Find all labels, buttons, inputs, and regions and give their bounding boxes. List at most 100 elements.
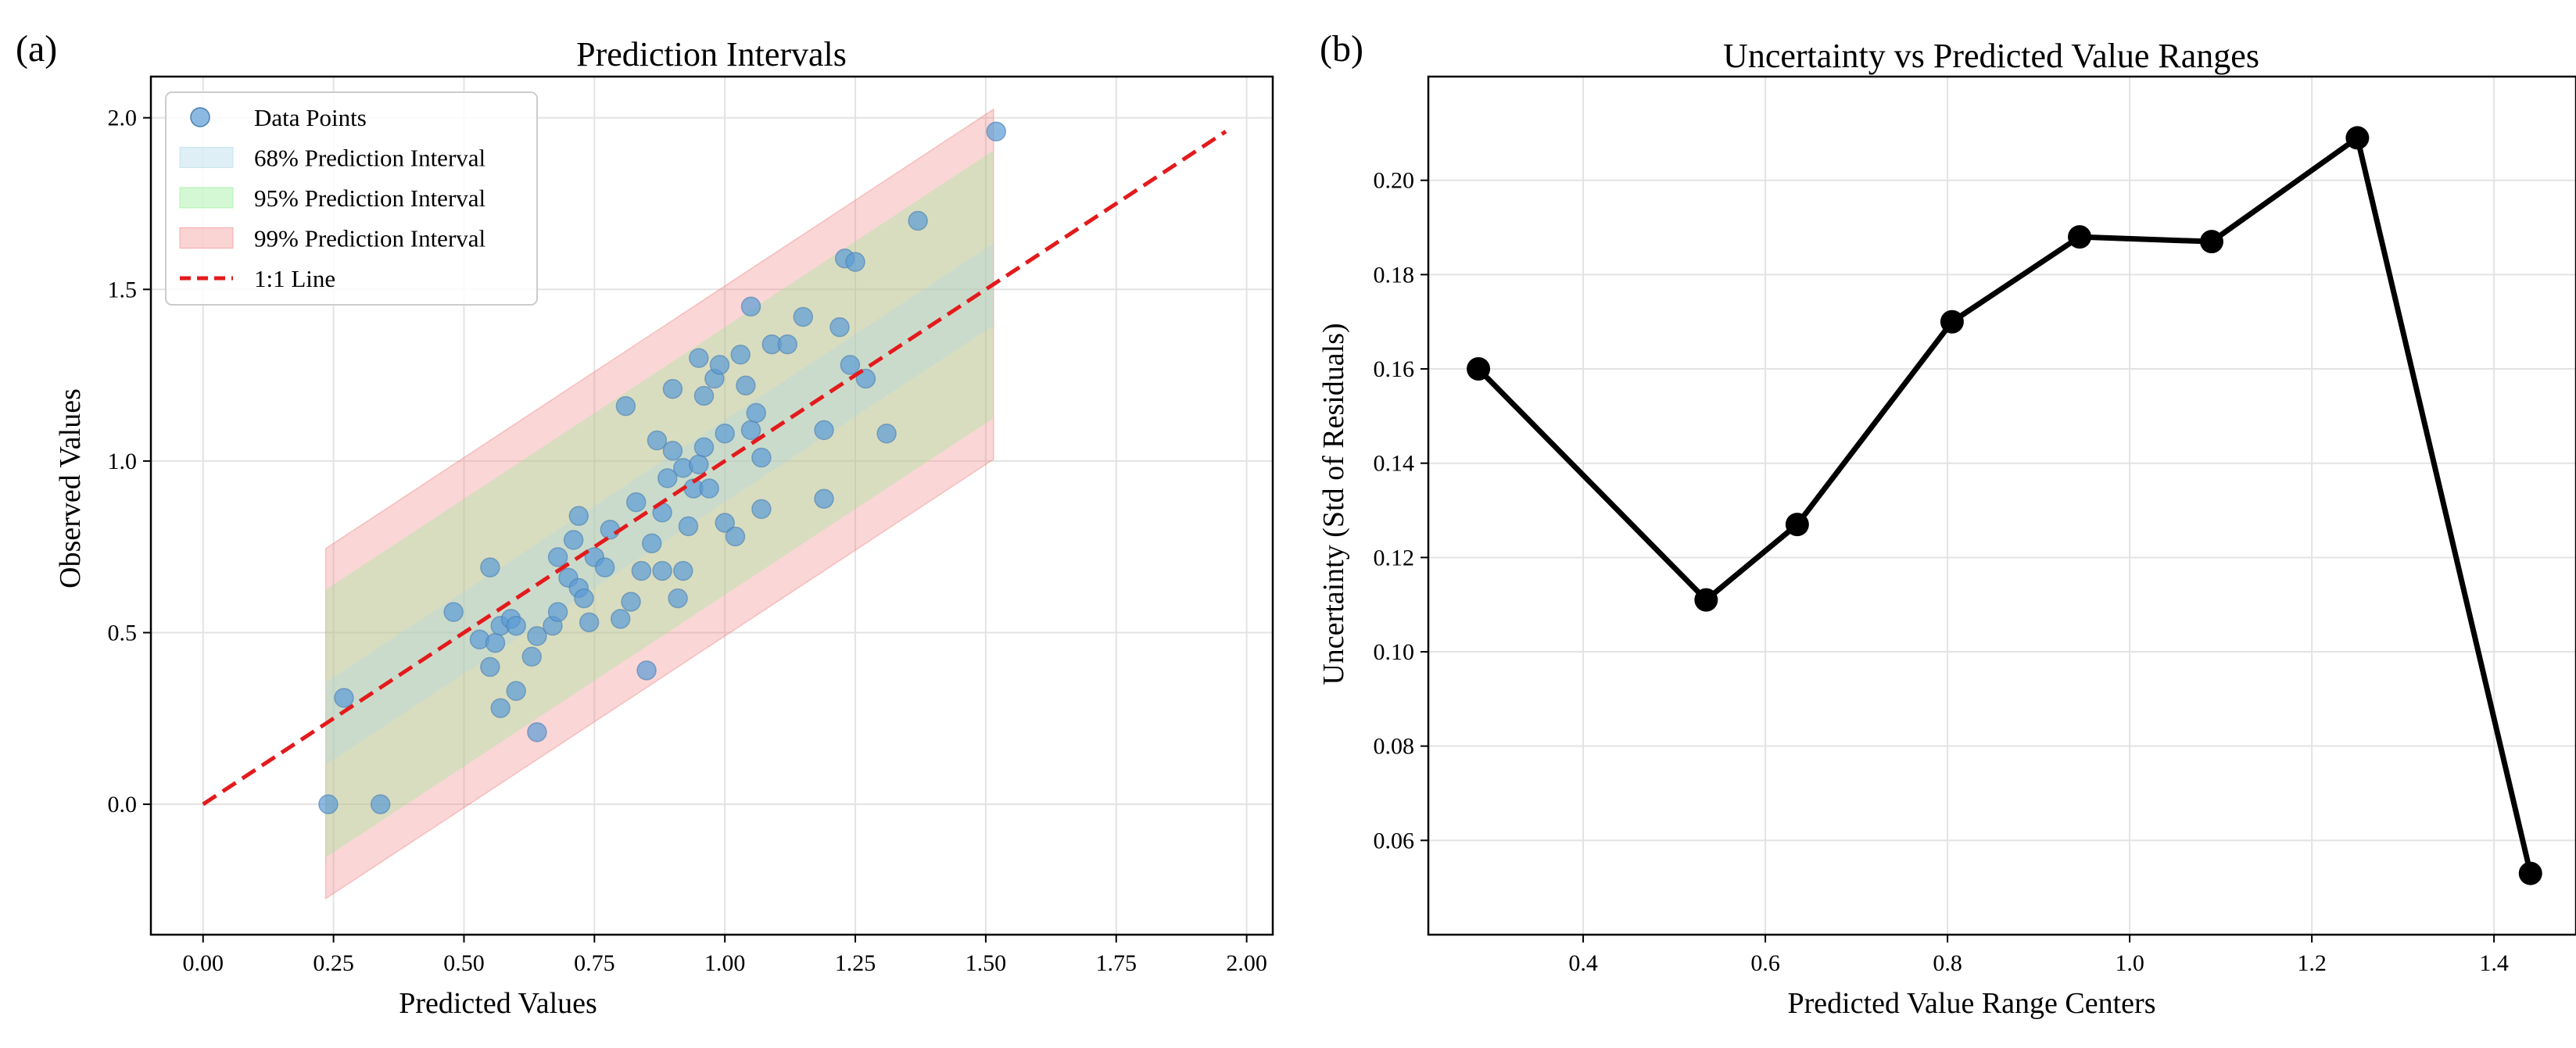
data-point [746, 402, 766, 424]
data-point [480, 656, 500, 678]
data-point [610, 609, 631, 629]
x-tick-label: 1.4 [2479, 950, 2509, 976]
data-points [318, 121, 1007, 814]
y-tick-label: 0.5 [108, 621, 138, 646]
data-point [736, 375, 756, 396]
y-tick-label: 2.0 [108, 106, 138, 131]
data-point [615, 395, 636, 417]
x-tick-label: 0.75 [574, 950, 615, 976]
data-point [652, 560, 672, 581]
data-point [443, 602, 464, 622]
uncertainty-point [2068, 225, 2092, 249]
data-point [574, 588, 594, 609]
y-ticks-b: 0.06 0.08 0.10 0.12 0.14 0.16 0.18 0.20 [1374, 168, 1428, 853]
data-point [689, 348, 709, 368]
data-point [625, 492, 647, 513]
legend-box [165, 91, 538, 306]
y-tick-label: 0.20 [1374, 168, 1415, 194]
data-point [506, 615, 526, 636]
data-point [829, 317, 850, 338]
y-tick-label: 0.10 [1374, 639, 1415, 665]
x-tick-label: 1.25 [835, 950, 876, 976]
x-ticks-a: 0.00 0.25 0.50 0.75 1.00 1.25 1.50 1.75 2.00 [182, 935, 1267, 976]
x-ticks-b: 0.4 0.6 0.8 1.0 1.2 1.4 [1568, 935, 2509, 976]
legend-label: 95% Prediction Interval [254, 184, 485, 212]
data-point [621, 592, 641, 612]
data-point [693, 385, 715, 406]
data-point [730, 345, 751, 365]
data-point [527, 722, 547, 742]
y-tick-label: 0.0 [108, 792, 138, 817]
legend-label: Data Points [254, 104, 367, 131]
data-point [334, 688, 354, 708]
y-axis-label-a: Observed Values [54, 388, 87, 588]
legend-label: 1:1 Line [254, 265, 335, 292]
one-to-one-line [202, 130, 1227, 807]
x-tick-label: 0.50 [443, 950, 485, 976]
data-point [480, 557, 500, 578]
chart-title-a: Prediction Intervals [576, 35, 847, 73]
grid-b [1428, 77, 2576, 935]
data-point [521, 646, 542, 667]
panel-label-a: (a) [16, 28, 57, 70]
one-to-one-line-group [202, 130, 1227, 807]
x-tick-label: 2.00 [1226, 950, 1267, 976]
grid-a [151, 77, 1273, 935]
uncertainty-point [1467, 357, 1491, 381]
data-point [370, 794, 391, 814]
data-point [579, 612, 600, 633]
uncertainty-point [1940, 309, 1964, 334]
uncertainty-line [1476, 134, 2534, 875]
data-point [715, 424, 735, 444]
x-tick-label: 1.00 [704, 950, 746, 976]
data-point [662, 440, 683, 461]
x-tick-label: 0.6 [1750, 950, 1780, 976]
data-point [563, 530, 584, 550]
data-point [876, 424, 897, 444]
y-tick-label: 0.08 [1374, 734, 1415, 760]
x-tick-label: 0.00 [182, 950, 224, 976]
data-point [751, 447, 772, 468]
x-tick-label: 0.4 [1568, 950, 1598, 976]
legend-label: 99% Prediction Interval [254, 225, 485, 252]
legend-a: Data Points 68% Prediction Interval 95% Pr… [165, 91, 538, 306]
data-point [547, 547, 568, 567]
data-point [485, 632, 506, 653]
legend-swatch-68 [179, 147, 234, 168]
data-point [709, 355, 730, 375]
data-point [678, 516, 699, 537]
data-point [840, 355, 861, 375]
data-point [814, 420, 834, 441]
x-tick-label: 1.0 [2115, 950, 2144, 976]
y-tick-label: 1.0 [108, 449, 138, 474]
x-axis-label-a: Predicted Values [399, 987, 597, 1020]
data-point [547, 602, 568, 622]
uncertainty-series [1467, 126, 2542, 885]
panel-label-b: (b) [1320, 28, 1363, 70]
data-point [986, 121, 1007, 142]
y-tick-label: 0.14 [1374, 451, 1415, 477]
x-tick-label: 0.8 [1933, 950, 1962, 976]
data-point [814, 488, 834, 509]
data-point [631, 560, 652, 581]
legend-swatch-95 [179, 187, 234, 209]
data-point [793, 306, 814, 327]
data-point [662, 378, 683, 399]
panel-b-uncertainty: (b) Uncertainty vs Predicted Value Range… [1317, 28, 2576, 1020]
data-point [751, 499, 772, 520]
data-point [777, 334, 798, 355]
data-point [657, 468, 678, 488]
x-tick-label: 0.25 [313, 950, 354, 976]
uncertainty-point [1785, 513, 1809, 537]
data-point [527, 626, 547, 646]
plot-frame-b [1427, 75, 2576, 936]
data-point [855, 368, 876, 389]
uncertainty-point [1694, 588, 1718, 612]
y-tick-label: 0.06 [1374, 828, 1415, 853]
chart-title-b: Uncertainty vs Predicted Value Ranges [1723, 37, 2259, 75]
data-point [740, 296, 761, 317]
y-ticks-a: 0.0 0.5 1.0 1.5 2.0 [108, 106, 151, 817]
data-point [600, 519, 621, 540]
x-tick-label: 1.50 [966, 950, 1007, 976]
data-point [506, 681, 526, 701]
